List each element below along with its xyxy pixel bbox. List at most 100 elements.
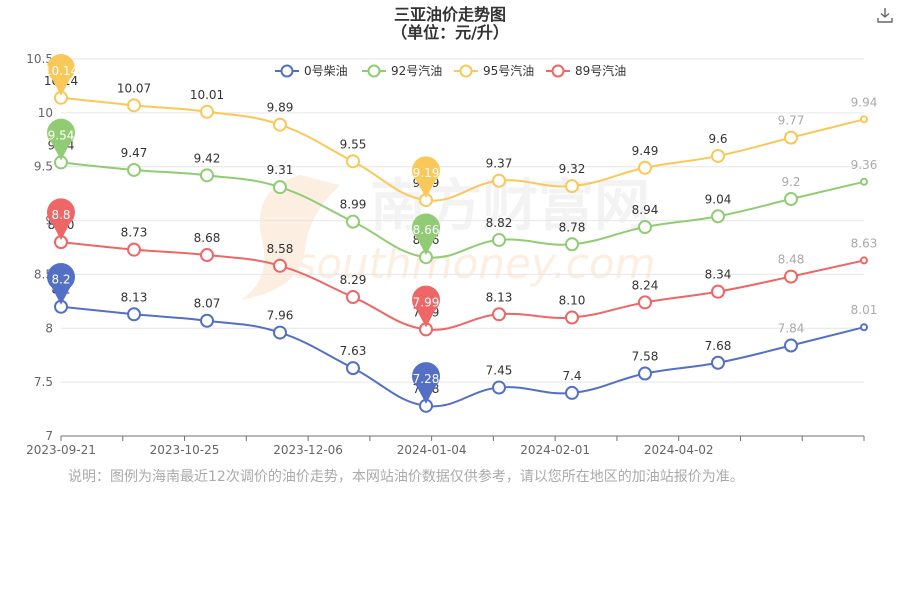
legend-item[interactable]: 0号柴油 <box>275 64 348 78</box>
data-point[interactable] <box>346 290 360 305</box>
data-point[interactable] <box>638 220 652 235</box>
data-point[interactable] <box>346 361 360 376</box>
data-label: 9.47 <box>121 146 148 160</box>
marker-pin: 7.28 <box>412 362 441 404</box>
series-layer: 8.2 8.13 8.07 7.96 7.63 7.28 7.45 7.4 7.58 7.68 7.… <box>44 54 878 413</box>
data-point[interactable] <box>565 385 579 400</box>
data-point[interactable] <box>711 284 725 299</box>
chart-subtitle: （单位：元/升） <box>391 23 509 42</box>
grid <box>61 58 864 437</box>
data-point[interactable] <box>200 104 214 119</box>
legend-label: 0号柴油 <box>304 64 348 78</box>
data-point[interactable] <box>273 117 287 132</box>
marker-pin-label: 8.2 <box>51 273 70 287</box>
data-point[interactable] <box>127 162 141 177</box>
data-label: 9.55 <box>340 137 367 151</box>
y-tick-label: 9 <box>45 214 53 228</box>
download-icon[interactable] <box>876 6 894 24</box>
data-label: 10.07 <box>117 81 151 95</box>
data-point[interactable] <box>273 325 287 340</box>
data-point[interactable] <box>784 269 798 284</box>
data-point[interactable] <box>127 242 141 257</box>
data-label: 9.42 <box>194 151 221 165</box>
data-point[interactable] <box>346 214 360 229</box>
data-point[interactable] <box>638 295 652 310</box>
marker-pin-shape <box>47 198 75 241</box>
legend-label: 95号汽油 <box>483 63 534 78</box>
data-point[interactable] <box>784 130 798 145</box>
data-point[interactable] <box>273 258 287 273</box>
marker-pin: 8.8 <box>47 198 75 241</box>
data-point[interactable] <box>638 366 652 381</box>
y-tick-label: 9.5 <box>34 160 53 174</box>
data-point[interactable] <box>860 115 868 124</box>
data-point[interactable] <box>200 248 214 263</box>
x-tick-label: 2023-10-25 <box>150 443 220 457</box>
marker-pin-label: 7.28 <box>413 372 440 386</box>
data-point[interactable] <box>784 192 798 207</box>
chart-note: 说明：图例为海南最近12次调价的油价走势，本网站油价数据仅供参考，请以您所在地区… <box>68 469 744 485</box>
data-label: 9.31 <box>267 163 294 177</box>
data-point[interactable] <box>711 355 725 370</box>
data-label: 7.58 <box>632 350 659 364</box>
legend-swatch-marker <box>367 64 381 78</box>
legend-label: 89号汽油 <box>575 63 626 78</box>
x-tick-label: 2023-12-06 <box>273 443 343 457</box>
data-point[interactable] <box>860 256 868 265</box>
y-tick-label: 10 <box>38 106 53 120</box>
marker-pin-shape <box>47 54 75 96</box>
data-point[interactable] <box>860 177 868 186</box>
data-label: 9.32 <box>559 162 586 176</box>
data-point[interactable] <box>492 232 506 247</box>
marker-pin-shape <box>412 285 441 328</box>
data-label: 9.36 <box>851 158 878 172</box>
data-point[interactable] <box>711 209 725 224</box>
data-label: 7.96 <box>267 309 294 323</box>
data-point[interactable] <box>565 310 579 325</box>
data-point[interactable] <box>200 168 214 183</box>
data-point[interactable] <box>492 307 506 322</box>
data-point[interactable] <box>200 313 214 328</box>
legend-label: 92号汽油 <box>391 63 442 78</box>
x-tick-label: 2024-01-04 <box>397 443 467 457</box>
data-point[interactable] <box>784 338 798 353</box>
series: 8.2 8.13 8.07 7.96 7.63 7.28 7.45 7.4 7.58 7.68 7.… <box>47 263 878 413</box>
marker-pin-label: 9.19 <box>413 166 440 180</box>
data-point[interactable] <box>565 237 579 252</box>
legend[interactable]: 0号柴油 92号汽油 95号汽油 89号汽油 <box>275 63 626 78</box>
data-point[interactable] <box>711 148 725 163</box>
data-label: 9.77 <box>778 114 805 128</box>
data-point[interactable] <box>492 173 506 188</box>
data-point[interactable] <box>346 154 360 169</box>
data-point[interactable] <box>565 179 579 194</box>
watermark-text-en: southmoney.com <box>295 239 656 288</box>
data-point[interactable] <box>273 180 287 195</box>
marker-pin: 8.66 <box>412 213 441 256</box>
data-label: 8.82 <box>486 216 513 230</box>
data-point[interactable] <box>492 380 506 395</box>
data-label: 8.34 <box>705 268 732 282</box>
data-label: 8.13 <box>121 290 148 304</box>
data-point[interactable] <box>127 98 141 113</box>
data-label: 9.94 <box>851 95 878 109</box>
x-tick-label: 2024-04-02 <box>644 443 714 457</box>
data-point[interactable] <box>860 323 868 332</box>
legend-item[interactable]: 92号汽油 <box>362 63 442 78</box>
data-label: 8.24 <box>632 278 659 292</box>
legend-swatch-marker <box>280 64 294 78</box>
data-point[interactable] <box>127 307 141 322</box>
marker-pin-label: 8.66 <box>413 223 440 237</box>
series-line <box>60 305 865 408</box>
data-label: 9.89 <box>267 101 294 115</box>
legend-item[interactable]: 89号汽油 <box>546 63 626 78</box>
series: 8.808.738.688.588.297.998.138.108.248.34… <box>47 198 877 337</box>
data-label: 7.45 <box>486 364 513 378</box>
marker-pin-shape <box>47 263 76 305</box>
legend-item[interactable]: 95号汽油 <box>454 63 534 78</box>
chart-title: 三亚油价走势图 <box>394 5 506 24</box>
data-point[interactable] <box>638 160 652 175</box>
y-tick-label: 7.5 <box>34 375 53 389</box>
data-label: 9.6 <box>708 132 727 146</box>
data-label: 8.01 <box>851 303 878 317</box>
